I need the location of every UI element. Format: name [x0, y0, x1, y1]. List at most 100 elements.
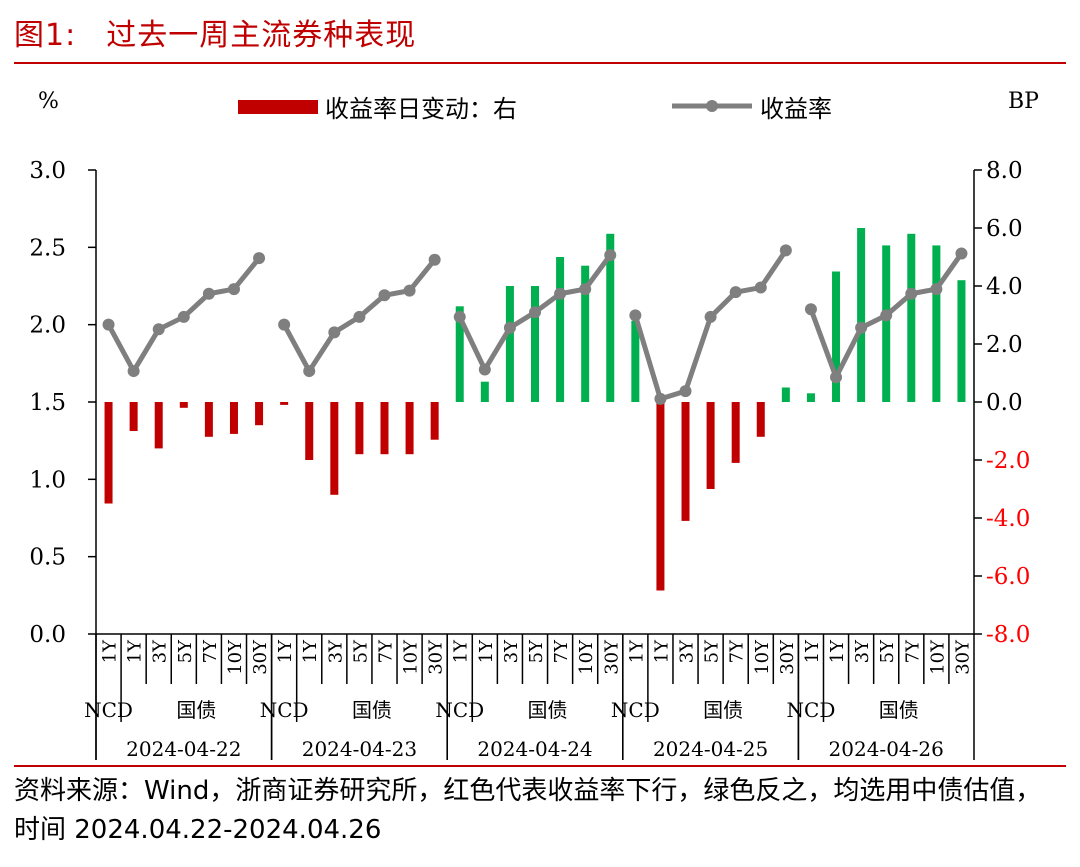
bar-change [155, 402, 163, 448]
bar-change [406, 402, 414, 454]
left-tick-label: 1.0 [29, 467, 66, 493]
tenor-label: 10Y [401, 639, 422, 675]
left-tick-label: 1.5 [29, 390, 66, 416]
yield-point [228, 283, 240, 295]
tenor-label: 3Y [852, 639, 873, 663]
yield-point [705, 311, 717, 323]
yield-point [529, 306, 541, 318]
type-label-ncd: NCD [435, 698, 484, 722]
bar-change [255, 402, 263, 425]
yield-point [680, 385, 692, 397]
yield-point [203, 288, 215, 300]
tenor-label: 10Y [927, 639, 948, 675]
tenor-label: 1Y [802, 639, 823, 663]
yield-point [328, 326, 340, 338]
yield-point [905, 288, 917, 300]
yield-point [930, 283, 942, 295]
bar-change [180, 402, 188, 408]
bottom-rule [14, 765, 1066, 767]
yield-point [178, 311, 190, 323]
legend: 收益率日变动：右 收益率 [238, 95, 832, 123]
yield-point [479, 364, 491, 376]
left-tick-label: 2.0 [29, 313, 66, 339]
yield-point [880, 309, 892, 321]
yield-point [378, 289, 390, 301]
tenor-label: 5Y [526, 639, 547, 663]
tenor-label: 5Y [702, 639, 723, 663]
chart-canvas: % BP 收益率日变动：右 收益率 0.0 0.5 1.0 1.5 2.0 2.5 3.0 -… [0, 0, 1080, 767]
type-label-bond: 国债 [703, 698, 743, 722]
legend-bar-swatch [238, 100, 318, 114]
yield-point [805, 303, 817, 315]
bar-change [380, 402, 388, 454]
yield-point [404, 285, 416, 297]
bar-change [130, 402, 138, 431]
bar-change [807, 393, 815, 402]
tenor-label: 30Y [952, 639, 973, 675]
right-tick-label: -4.0 [986, 506, 1030, 532]
bar-change [957, 280, 965, 402]
right-tick-label: -2.0 [986, 448, 1030, 474]
tenor-label: 30Y [426, 639, 447, 675]
legend-line-marker [706, 100, 718, 112]
tenor-label: 5Y [175, 639, 196, 663]
tenor-label: 10Y [225, 639, 246, 675]
yield-point [604, 249, 616, 261]
right-tick-label: 0.0 [986, 390, 1023, 416]
bar-change [531, 286, 539, 402]
type-label-bond: 国债 [176, 698, 216, 722]
yield-point [554, 288, 566, 300]
date-label: 2024-04-26 [829, 737, 944, 761]
type-label-ncd: NCD [611, 698, 660, 722]
date-label: 2024-04-25 [653, 737, 768, 761]
tenor-label: 7Y [200, 639, 221, 663]
bar-change [732, 402, 740, 463]
bar-change [556, 257, 564, 402]
right-tick-label: 2.0 [986, 332, 1023, 358]
bar-change [280, 402, 288, 405]
yield-point [128, 365, 140, 377]
tenor-label: 30Y [777, 639, 798, 675]
legend-line-label: 收益率 [760, 95, 832, 123]
yield-point [454, 311, 466, 323]
bar-change [707, 402, 715, 489]
left-tick-label: 2.5 [29, 235, 66, 261]
tenor-label: 3Y [150, 639, 171, 663]
yield-point [303, 365, 315, 377]
tenor-label: 5Y [350, 639, 371, 663]
date-label: 2024-04-22 [126, 737, 241, 761]
bar-change [882, 245, 890, 402]
yield-point [755, 282, 767, 294]
bar-change [330, 402, 338, 495]
tenor-label: 3Y [677, 639, 698, 663]
tenor-label: 30Y [601, 639, 622, 675]
type-label-ncd: NCD [787, 698, 836, 722]
bar-change [205, 402, 213, 437]
bar-change [305, 402, 313, 460]
yield-point [504, 322, 516, 334]
type-label-bond: 国债 [352, 698, 392, 722]
tenor-label: 5Y [877, 639, 898, 663]
tenor-label: 7Y [902, 639, 923, 663]
left-tick-label: 0.0 [29, 622, 66, 648]
bar-change [682, 402, 690, 521]
right-tick-label: -6.0 [986, 564, 1030, 590]
tenor-label: 7Y [375, 639, 396, 663]
bar-change [656, 402, 664, 591]
yield-point [103, 319, 115, 331]
tenor-label: 1Y [100, 639, 121, 663]
tenor-label: 10Y [752, 639, 773, 675]
yield-point [579, 283, 591, 295]
yield-point [654, 393, 666, 405]
yield-point [955, 248, 967, 260]
date-label: 2024-04-23 [302, 737, 417, 761]
tenor-label: 1Y [451, 639, 472, 663]
yield-point [830, 371, 842, 383]
right-tick-label: 6.0 [986, 216, 1023, 242]
source-note: 资料来源：Wind，浙商证券研究所，红色代表收益率下行，绿色反之，均选用中债估值… [14, 772, 1066, 850]
right-tick-label: 8.0 [986, 158, 1023, 184]
tenor-label: 1Y [275, 639, 296, 663]
tenor-label: 7Y [727, 639, 748, 663]
yield-point [629, 309, 641, 321]
bar-change [355, 402, 363, 454]
